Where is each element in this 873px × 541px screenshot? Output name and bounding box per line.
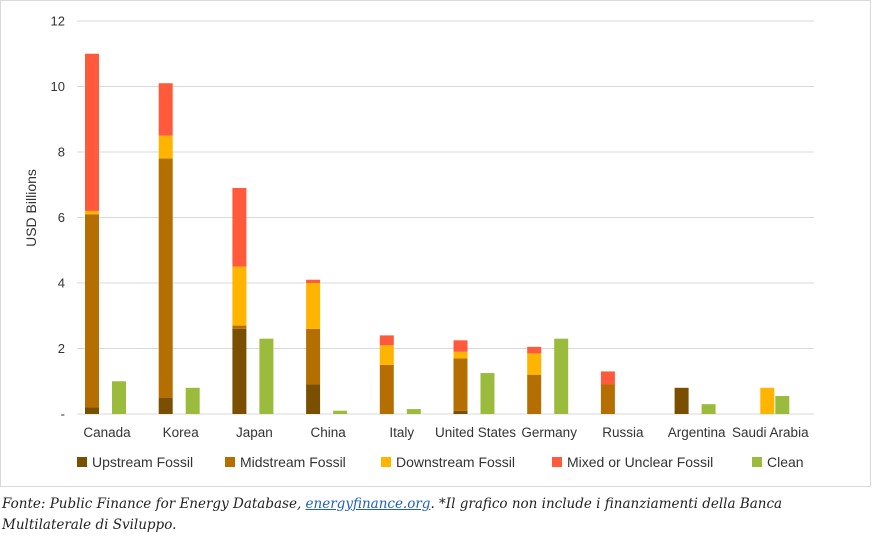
x-category-label: Italy	[389, 425, 414, 440]
bar-segment	[232, 325, 247, 329]
bar-segment	[600, 384, 615, 414]
bar-segment	[760, 387, 775, 414]
bar-segment	[527, 374, 542, 414]
x-category-label: Japan	[236, 425, 273, 440]
legend-swatch	[752, 457, 762, 467]
bar-segment	[453, 358, 468, 411]
bar-segment	[232, 328, 247, 414]
x-category-label: Argentina	[668, 425, 726, 440]
legend-swatch	[552, 457, 562, 467]
bar-segment	[85, 407, 99, 414]
bar-clean	[554, 338, 569, 414]
bar-segment	[453, 410, 468, 414]
bar-clean	[406, 409, 421, 414]
y-tick-label: 10	[51, 79, 65, 94]
caption-suffix: . *Il grafico non include i finanziament…	[2, 496, 783, 533]
bar-segment	[85, 214, 99, 408]
bar-clean	[185, 387, 200, 414]
bar-segment	[306, 279, 321, 283]
bar-segment	[306, 283, 321, 329]
source-link[interactable]: energyfinance.org	[305, 496, 431, 512]
bar-segment	[306, 384, 321, 414]
y-axis-title: USD Billions	[23, 169, 39, 247]
legend-label: Upstream Fossil	[92, 454, 193, 470]
bar-segment	[158, 135, 173, 159]
legend-label: Mixed or Unclear Fossil	[567, 454, 713, 470]
bar-clean	[480, 373, 495, 414]
bar-clean	[701, 404, 716, 414]
bar-segment	[453, 351, 468, 359]
x-category-label: Germany	[521, 425, 577, 440]
bar-segment	[85, 53, 99, 211]
legend-label: Clean	[767, 454, 804, 470]
y-tick-label: 12	[51, 14, 65, 29]
legend-swatch	[77, 457, 87, 467]
x-category-label: Korea	[163, 425, 200, 440]
x-category-label: Canada	[83, 425, 131, 440]
bar-segment	[158, 158, 173, 398]
bar-segment	[600, 371, 615, 385]
y-tick-label: 6	[58, 210, 65, 225]
bar-clean	[259, 338, 274, 414]
bar-segment	[158, 83, 173, 136]
legend-label: Downstream Fossil	[396, 454, 515, 470]
bar-segment	[379, 364, 394, 414]
bar-segment	[674, 387, 689, 414]
chart-frame: - 2 4 6 8 10 12 USD Billions Canada Korea Japan Chi…	[0, 0, 871, 487]
x-category-label: Saudi Arabia	[732, 425, 809, 440]
bar-clean	[112, 381, 126, 414]
bar-segment	[232, 188, 247, 267]
bar-segment	[158, 397, 173, 414]
y-tick-label: -	[61, 407, 65, 422]
x-category-label: China	[310, 425, 346, 440]
caption-prefix: Fonte: Public Finance for Energy Databas…	[2, 496, 306, 512]
bar-segment	[85, 210, 99, 215]
y-tick-label: 2	[58, 341, 65, 356]
y-tick-label: 8	[58, 145, 65, 160]
legend-swatch	[381, 457, 391, 467]
bar-segment	[306, 328, 321, 385]
x-category-label: Russia	[602, 425, 644, 440]
bar-segment	[232, 266, 247, 326]
bar-segment	[379, 345, 394, 365]
bar-segment	[453, 340, 468, 352]
source-caption: Fonte: Public Finance for Energy Databas…	[2, 494, 868, 536]
legend-label: Midstream Fossil	[240, 454, 346, 470]
bar-segment	[379, 335, 394, 346]
bar-segment	[527, 353, 542, 375]
y-tick-label: 4	[58, 276, 65, 291]
bar-segment	[527, 346, 542, 354]
x-category-label: United States	[435, 425, 516, 440]
stacked-bar-chart: - 2 4 6 8 10 12 USD Billions Canada Korea Japan Chi…	[23, 14, 814, 470]
legend-swatch	[225, 457, 235, 467]
bar-clean	[775, 395, 790, 414]
bar-clean	[333, 410, 348, 414]
